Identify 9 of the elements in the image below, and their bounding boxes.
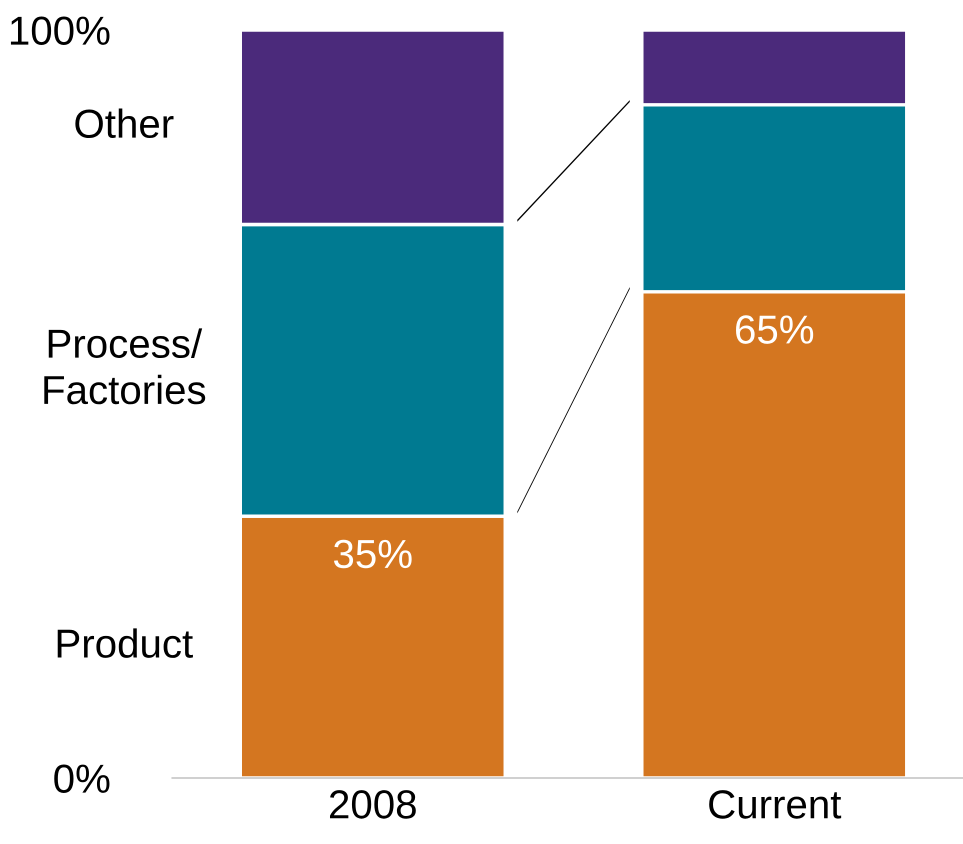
data-label: 35%	[334, 540, 412, 568]
y-tick-label: 0%	[54, 764, 110, 793]
series-label: Other	[75, 108, 174, 138]
x-tick-label: 2008	[330, 790, 416, 819]
y-tick-label: 100%	[10, 16, 110, 45]
data-label: 65%	[736, 315, 814, 344]
series-label: Product	[58, 628, 193, 658]
series-label: Process/ Factories	[44, 328, 206, 404]
x-tick-label: Current	[709, 790, 842, 819]
